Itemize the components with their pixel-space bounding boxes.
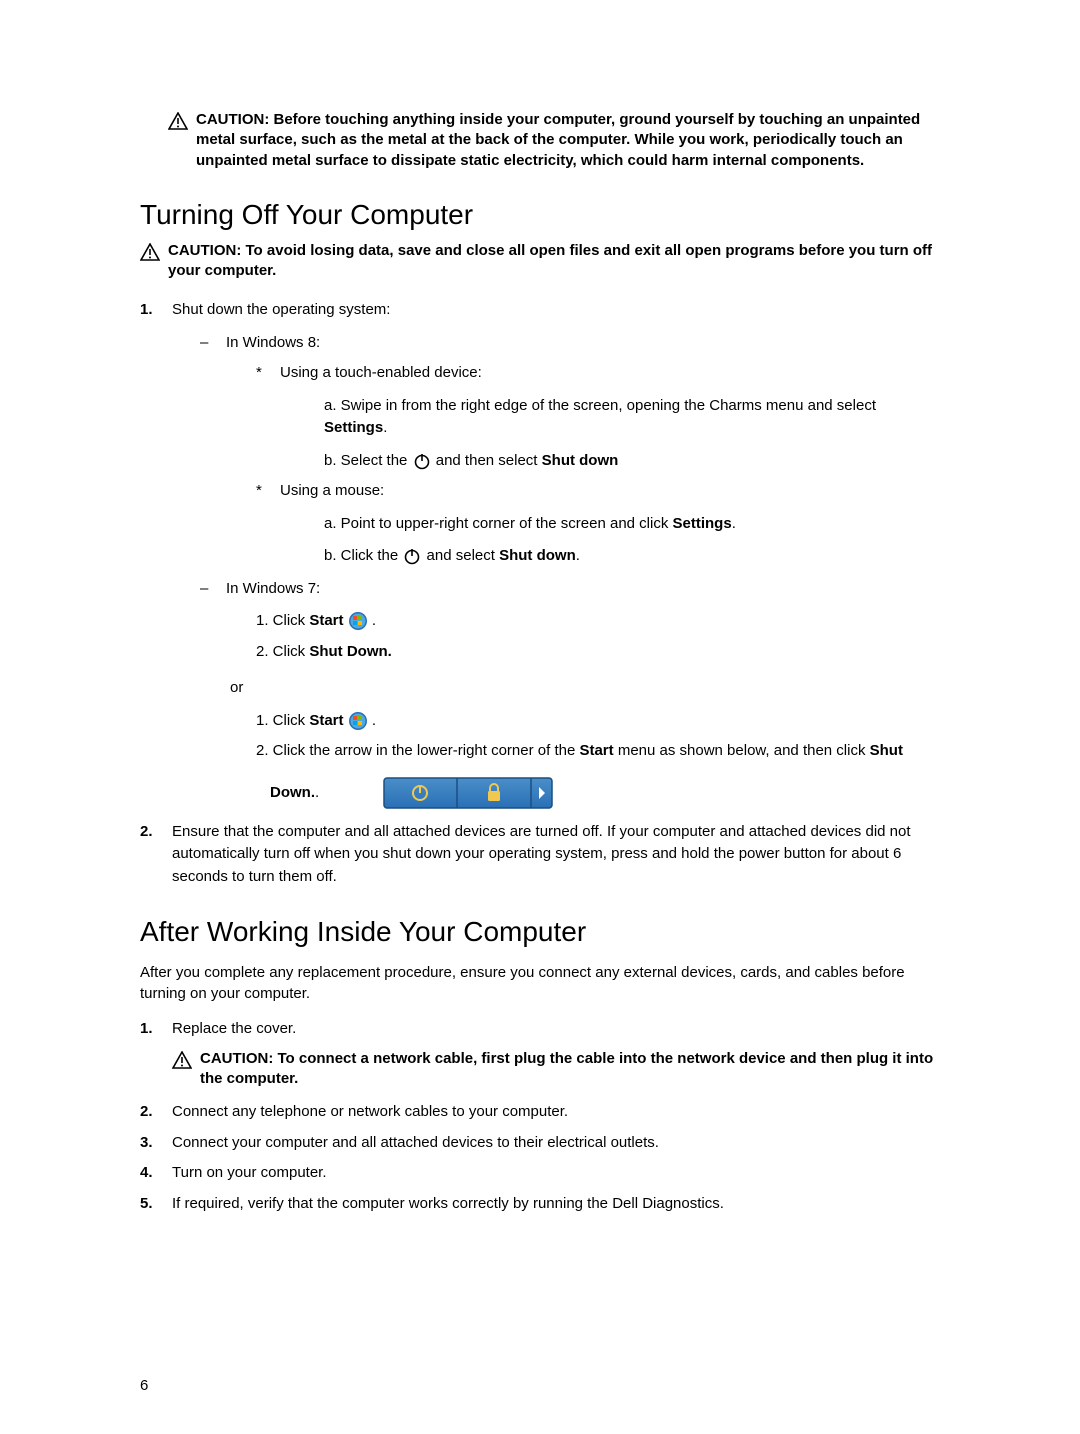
caution-avoid-losing-data: CAUTION: To avoid losing data, save and … bbox=[140, 241, 940, 282]
section-turning-off: Turning Off Your Computer bbox=[140, 199, 940, 231]
page-number: 6 bbox=[140, 1377, 148, 1394]
shutdown-button-icon bbox=[383, 777, 553, 809]
step-2: 2. Click Shut Down. bbox=[256, 641, 903, 664]
os-list: – In Windows 8: * Using a touch-enabled … bbox=[200, 332, 940, 809]
step-b: b. Click the and select Shut down. bbox=[324, 545, 736, 568]
step-text: If required, verify that the computer wo… bbox=[172, 1193, 940, 1216]
step-1: 1. Click Start . bbox=[256, 610, 903, 633]
step-text: Shut down the operating system: bbox=[172, 301, 390, 318]
step-2: 2. Ensure that the computer and all atta… bbox=[140, 821, 940, 889]
step-a: a. Point to upper-right corner of the sc… bbox=[324, 513, 736, 536]
after-step-5: 5. If required, verify that the computer… bbox=[140, 1193, 940, 1216]
win8-mouse-steps: a. Point to upper-right corner of the sc… bbox=[324, 513, 736, 568]
step-number: 1. bbox=[140, 299, 154, 809]
os-label: In Windows 8: bbox=[226, 334, 320, 351]
down-line: Down.. bbox=[256, 777, 903, 809]
start-orb-icon bbox=[348, 611, 368, 631]
or-label: or bbox=[230, 677, 903, 700]
star-mark: * bbox=[256, 362, 266, 472]
caution-body: To connect a network cable, first plug t… bbox=[200, 1050, 933, 1087]
step-text: Ensure that the computer and all attache… bbox=[172, 821, 940, 889]
step-number: 4. bbox=[140, 1162, 154, 1185]
step-a: a. Swipe in from the right edge of the s… bbox=[324, 395, 940, 440]
dash-mark: – bbox=[200, 578, 212, 809]
step-2: 2. Click the arrow in the lower-right co… bbox=[256, 740, 903, 763]
caution-body: To avoid losing data, save and close all… bbox=[168, 242, 932, 279]
method-label: Using a mouse: bbox=[280, 482, 384, 499]
power-icon bbox=[412, 451, 432, 471]
step-1: 1. Shut down the operating system: – In … bbox=[140, 299, 940, 809]
win7-steps-a: 1. Click Start . 2. Click Shut Down. bbox=[256, 610, 903, 663]
os-win8: – In Windows 8: * Using a touch-enabled … bbox=[200, 332, 940, 568]
after-step-4: 4. Turn on your computer. bbox=[140, 1162, 940, 1185]
step-number: 3. bbox=[140, 1132, 154, 1155]
os-win7: – In Windows 7: 1. Click Start . 2. Clic… bbox=[200, 578, 940, 809]
step-1: 1. Click Start . bbox=[256, 710, 903, 733]
win7-steps-b: 1. Click Start . 2. Click the arrow in t… bbox=[256, 710, 903, 809]
start-orb-icon bbox=[348, 711, 368, 731]
caution-body: Before touching anything inside your com… bbox=[196, 111, 920, 169]
win8-touch-steps: a. Swipe in from the right edge of the s… bbox=[324, 395, 940, 473]
caution-text: CAUTION: To avoid losing data, save and … bbox=[168, 241, 940, 282]
after-step-1: 1. Replace the cover. CAUTION: To connec… bbox=[140, 1018, 940, 1093]
caution-before-touching: CAUTION: Before touching anything inside… bbox=[168, 110, 940, 171]
step-text: Replace the cover. bbox=[172, 1020, 296, 1037]
win8-mouse: * Using a mouse: a. Point to upper-right… bbox=[256, 480, 940, 568]
caution-label: CAUTION: bbox=[196, 111, 274, 128]
after-step-2: 2. Connect any telephone or network cabl… bbox=[140, 1101, 940, 1124]
step-body: Shut down the operating system: – In Win… bbox=[172, 299, 940, 809]
caution-icon bbox=[140, 243, 160, 261]
caution-text: CAUTION: To connect a network cable, fir… bbox=[200, 1049, 940, 1090]
power-icon bbox=[402, 546, 422, 566]
step-number: 2. bbox=[140, 821, 154, 889]
win8-methods: * Using a touch-enabled device: a. Swipe… bbox=[256, 362, 940, 568]
caution-label: CAUTION: bbox=[200, 1050, 278, 1067]
step-number: 2. bbox=[140, 1101, 154, 1124]
after-step-3: 3. Connect your computer and all attache… bbox=[140, 1132, 940, 1155]
caution-label: CAUTION: bbox=[168, 242, 246, 259]
step-body: Replace the cover. CAUTION: To connect a… bbox=[172, 1018, 940, 1093]
star-mark: * bbox=[256, 480, 266, 568]
step-text: Turn on your computer. bbox=[172, 1162, 940, 1185]
method-label: Using a touch-enabled device: bbox=[280, 364, 482, 381]
step-text: Connect any telephone or network cables … bbox=[172, 1101, 940, 1124]
section-after-working: After Working Inside Your Computer bbox=[140, 916, 940, 948]
os-label: In Windows 7: bbox=[226, 580, 320, 597]
caution-network-cable: CAUTION: To connect a network cable, fir… bbox=[172, 1049, 940, 1090]
section2-intro: After you complete any replacement proce… bbox=[140, 962, 940, 1004]
caution-icon bbox=[168, 112, 188, 130]
step-text: Connect your computer and all attached d… bbox=[172, 1132, 940, 1155]
win8-touch: * Using a touch-enabled device: a. Swipe… bbox=[256, 362, 940, 472]
step-b: b. Select the and then select Shut down bbox=[324, 450, 940, 473]
dash-mark: – bbox=[200, 332, 212, 568]
step-number: 5. bbox=[140, 1193, 154, 1216]
caution-text: CAUTION: Before touching anything inside… bbox=[196, 110, 940, 171]
step-number: 1. bbox=[140, 1018, 154, 1093]
caution-icon bbox=[172, 1051, 192, 1069]
